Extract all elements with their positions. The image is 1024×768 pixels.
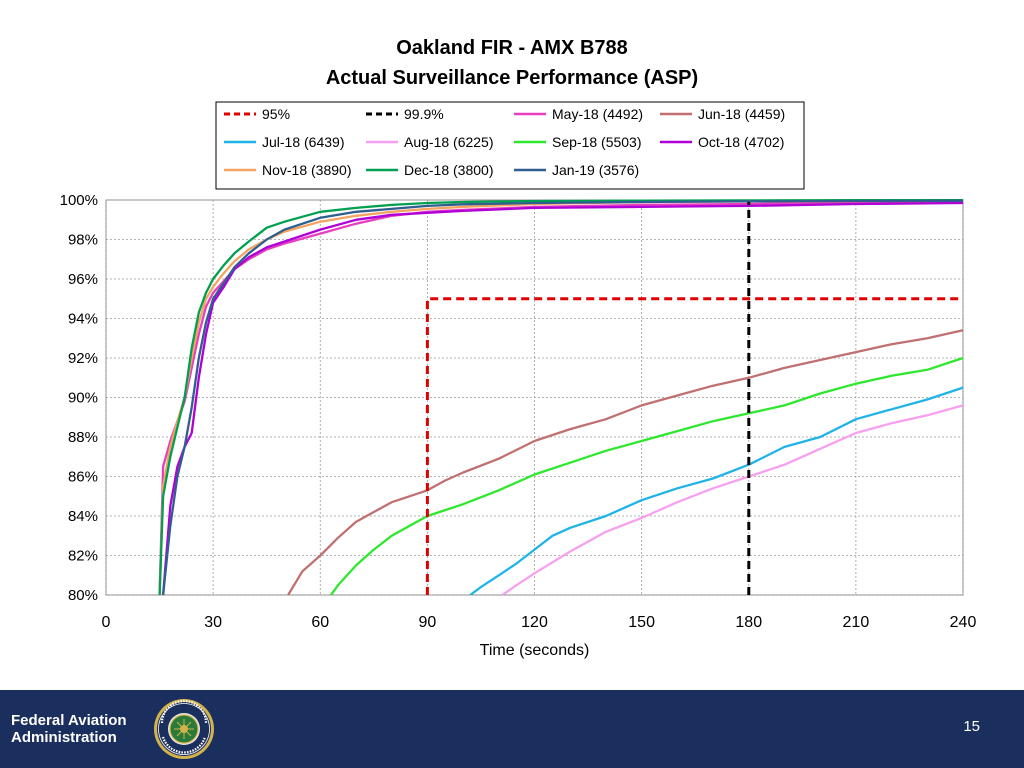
chart-subtitle: Actual Surveillance Performance (ASP) (325, 67, 699, 89)
y-tick-label: 82% (68, 548, 98, 565)
x-axis-label: Time (seconds) (480, 642, 590, 659)
y-tick-label: 86% (68, 469, 98, 486)
y-tick-label: 96% (68, 271, 98, 288)
series-line-5 (501, 404, 964, 595)
y-tick-label: 80% (68, 587, 98, 604)
legend-label-4: Jul-18 (6439) (262, 134, 345, 150)
y-tick-label: 84% (68, 508, 98, 525)
chart-title: Oakland FIR - AMX B788 (396, 37, 628, 59)
y-tick-label: 94% (68, 311, 98, 328)
x-tick-label: 60 (311, 614, 329, 631)
series-line-10 (161, 199, 964, 595)
x-tick-label: 210 (843, 614, 870, 631)
x-tick-label: 30 (204, 614, 222, 631)
y-tick-label: 92% (68, 350, 98, 367)
x-tick-label: 180 (735, 614, 762, 631)
series-line-9 (158, 199, 963, 595)
x-tick-label: 120 (521, 614, 548, 631)
agency-name-line2: Administration (11, 729, 117, 746)
legend-label-9: Dec-18 (3800) (404, 162, 494, 178)
legend-label-5: Aug-18 (6225) (404, 134, 494, 150)
legend-label-3: Jun-18 (4459) (698, 106, 785, 122)
series-line-6 (330, 356, 964, 595)
x-tick-label: 240 (950, 614, 977, 631)
footer-bar: Federal Aviation Administration 15 (0, 690, 1024, 768)
legend-label-10: Jan-19 (3576) (552, 162, 639, 178)
y-tick-label: 88% (68, 429, 98, 446)
faa-seal-logo (154, 699, 214, 759)
series-line-0 (425, 297, 963, 595)
agency-name: Federal Aviation Administration (11, 712, 127, 746)
agency-name-line1: Federal Aviation (11, 712, 127, 729)
series-line-4 (469, 386, 964, 595)
legend-box (215, 101, 805, 190)
y-tick-label: 100% (60, 192, 98, 209)
series-line-3 (287, 329, 964, 595)
x-tick-label: 150 (628, 614, 655, 631)
legend-label-2: May-18 (4492) (552, 106, 643, 122)
asp-line-chart: 80% 82% 84% 86% 88% 90% 92% 94% 96% 98% 100% 0 30 60 9… (60, 101, 977, 659)
page-number: 15 (963, 718, 980, 735)
legend-label-8: Nov-18 (3890) (262, 162, 352, 178)
series-line-7 (161, 201, 964, 595)
legend-label-6: Sep-18 (5503) (552, 134, 642, 150)
y-tick-label: 98% (68, 232, 98, 249)
legend-label-0: 95% (262, 106, 290, 122)
x-tick-label: 0 (102, 614, 111, 631)
legend-label-1: 99.9% (404, 106, 444, 122)
legend-label-7: Oct-18 (4702) (698, 134, 784, 150)
y-tick-label: 90% (68, 390, 98, 407)
x-tick-label: 90 (418, 614, 436, 631)
